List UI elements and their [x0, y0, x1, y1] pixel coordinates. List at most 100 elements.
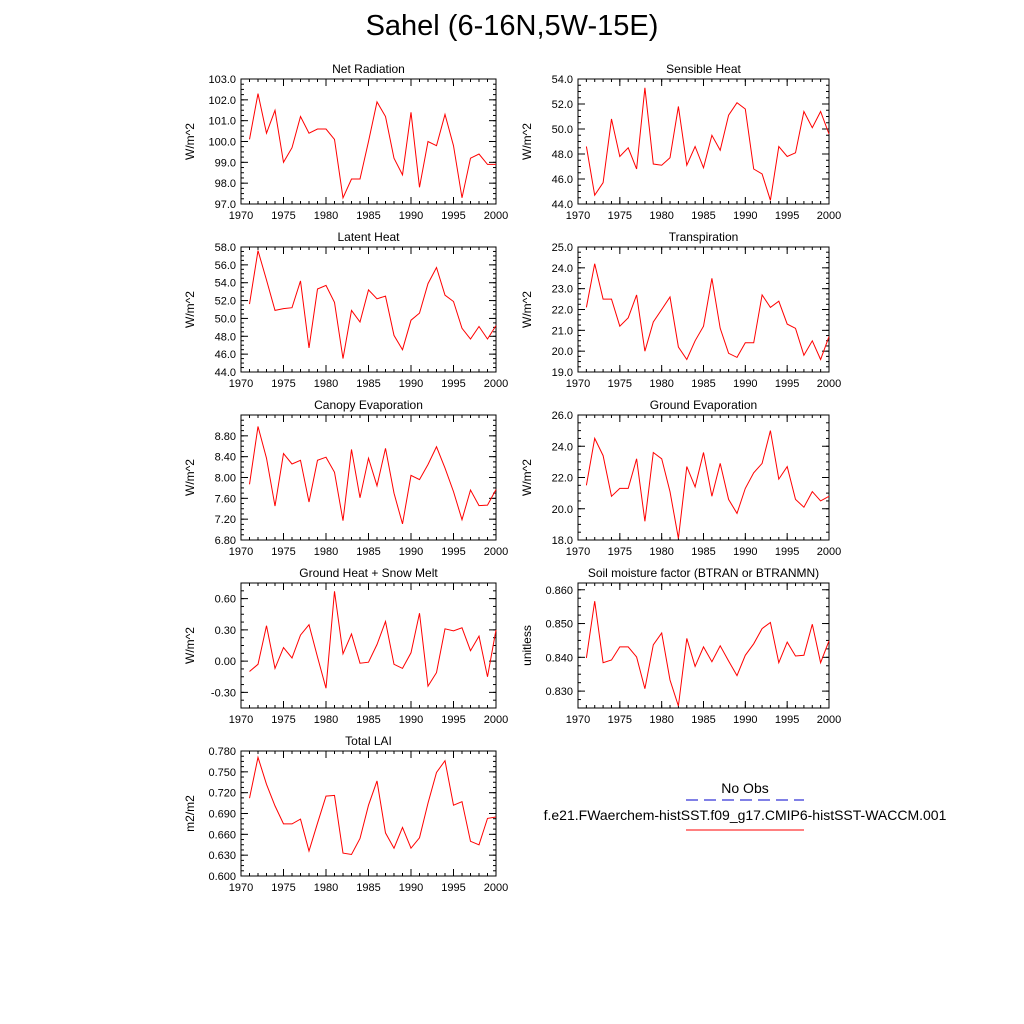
y-tick-label: 54.0: [215, 278, 236, 290]
panel-title: Ground Evaporation: [650, 398, 757, 412]
x-tick-label: 1990: [399, 378, 423, 390]
y-axis-label: W/m^2: [183, 123, 197, 160]
x-tick-label: 1995: [441, 714, 465, 726]
x-tick-label: 1990: [733, 210, 757, 222]
series-line: [585, 263, 830, 361]
series-line: [249, 426, 497, 525]
x-tick-label: 1975: [608, 378, 632, 390]
series-line: [585, 87, 830, 201]
y-tick-label: 6.80: [215, 535, 236, 547]
series-line: [585, 430, 830, 539]
y-tick-label: 46.0: [215, 349, 236, 361]
y-tick-label: 0.720: [208, 788, 236, 800]
y-axis-label: W/m^2: [520, 123, 534, 160]
y-tick-label: 102.0: [208, 95, 236, 107]
x-tick-label: 1970: [229, 210, 253, 222]
y-tick-label: 25.0: [552, 242, 573, 254]
x-tick-label: 2000: [484, 882, 508, 894]
plot-frame: [577, 78, 830, 205]
x-tick-label: 1970: [566, 714, 590, 726]
y-axis-label: W/m^2: [183, 459, 197, 496]
y-tick-label: 50.0: [215, 313, 236, 325]
y-tick-label: 26.0: [552, 410, 573, 422]
x-tick-label: 1975: [271, 210, 295, 222]
series-line: [585, 601, 830, 707]
y-tick-label: 48.0: [552, 149, 573, 161]
y-tick-label: 50.0: [552, 124, 573, 136]
plot-frame: [240, 582, 497, 709]
y-tick-label: 20.0: [552, 346, 573, 358]
y-tick-label: 0.690: [208, 809, 236, 821]
y-tick-label: 0.30: [215, 625, 236, 637]
x-tick-label: 1975: [608, 210, 632, 222]
panel-title: Canopy Evaporation: [314, 398, 423, 412]
y-tick-label: 8.80: [215, 431, 236, 443]
y-tick-label: 44.0: [215, 367, 236, 379]
x-tick-label: 1985: [356, 882, 380, 894]
x-tick-label: 1985: [691, 378, 715, 390]
x-tick-label: 1975: [271, 378, 295, 390]
y-tick-label: 97.0: [215, 199, 236, 211]
x-tick-label: 1995: [775, 378, 799, 390]
x-tick-label: 2000: [484, 378, 508, 390]
x-tick-label: 1990: [399, 882, 423, 894]
y-tick-label: -0.30: [211, 687, 236, 699]
x-tick-label: 1985: [356, 546, 380, 558]
x-tick-label: 1985: [691, 210, 715, 222]
y-tick-label: 0.850: [545, 619, 573, 631]
legend-obs-label: No Obs: [721, 780, 769, 796]
y-axis-label: W/m^2: [183, 291, 197, 328]
panel-title: Ground Heat + Snow Melt: [299, 566, 438, 580]
y-tick-label: 100.0: [208, 137, 236, 149]
panel-title: Total LAI: [345, 734, 392, 748]
series-line: [249, 755, 497, 856]
plot-frame: [240, 750, 497, 877]
y-tick-label: 0.60: [215, 594, 236, 606]
y-tick-label: 24.0: [552, 441, 573, 453]
x-tick-label: 1980: [649, 546, 673, 558]
x-tick-label: 1990: [733, 378, 757, 390]
y-tick-label: 0.750: [208, 767, 236, 779]
y-tick-label: 19.0: [552, 367, 573, 379]
y-tick-label: 103.0: [208, 74, 236, 86]
x-tick-label: 1980: [314, 882, 338, 894]
y-tick-label: 0.660: [208, 829, 236, 841]
x-tick-label: 1975: [608, 546, 632, 558]
x-tick-label: 1970: [229, 714, 253, 726]
x-tick-label: 1980: [649, 378, 673, 390]
x-tick-label: 1970: [566, 546, 590, 558]
y-tick-label: 8.40: [215, 452, 236, 464]
x-tick-label: 2000: [817, 714, 841, 726]
x-tick-label: 1980: [314, 714, 338, 726]
panel-title: Soil moisture factor (BTRAN or BTRANMN): [588, 566, 819, 580]
x-tick-label: 1990: [733, 546, 757, 558]
x-tick-label: 1985: [691, 546, 715, 558]
x-tick-label: 1990: [399, 210, 423, 222]
x-tick-label: 1970: [229, 546, 253, 558]
y-tick-label: 52.0: [552, 99, 573, 111]
figure-title: Sahel (6-16N,5W-15E): [365, 10, 659, 42]
y-tick-label: 7.20: [215, 514, 236, 526]
x-tick-label: 1980: [314, 378, 338, 390]
y-tick-label: 21.0: [552, 325, 573, 337]
y-tick-label: 24.0: [552, 263, 573, 275]
x-tick-label: 1995: [441, 378, 465, 390]
x-tick-label: 2000: [817, 210, 841, 222]
series-line: [249, 250, 497, 359]
y-tick-label: 8.00: [215, 473, 236, 485]
x-tick-label: 1980: [314, 210, 338, 222]
y-tick-label: 44.0: [552, 199, 573, 211]
x-tick-label: 1985: [691, 714, 715, 726]
y-axis-label: W/m^2: [183, 627, 197, 664]
y-tick-label: 22.0: [552, 305, 573, 317]
y-tick-label: 101.0: [208, 116, 236, 128]
x-tick-label: 1995: [441, 546, 465, 558]
y-tick-label: 22.0: [552, 473, 573, 485]
x-tick-label: 2000: [484, 210, 508, 222]
y-tick-label: 98.0: [215, 178, 236, 190]
x-tick-label: 1995: [775, 714, 799, 726]
y-axis-label: unitless: [520, 625, 534, 666]
plot-frame: [577, 582, 830, 709]
y-tick-label: 56.0: [215, 260, 236, 272]
